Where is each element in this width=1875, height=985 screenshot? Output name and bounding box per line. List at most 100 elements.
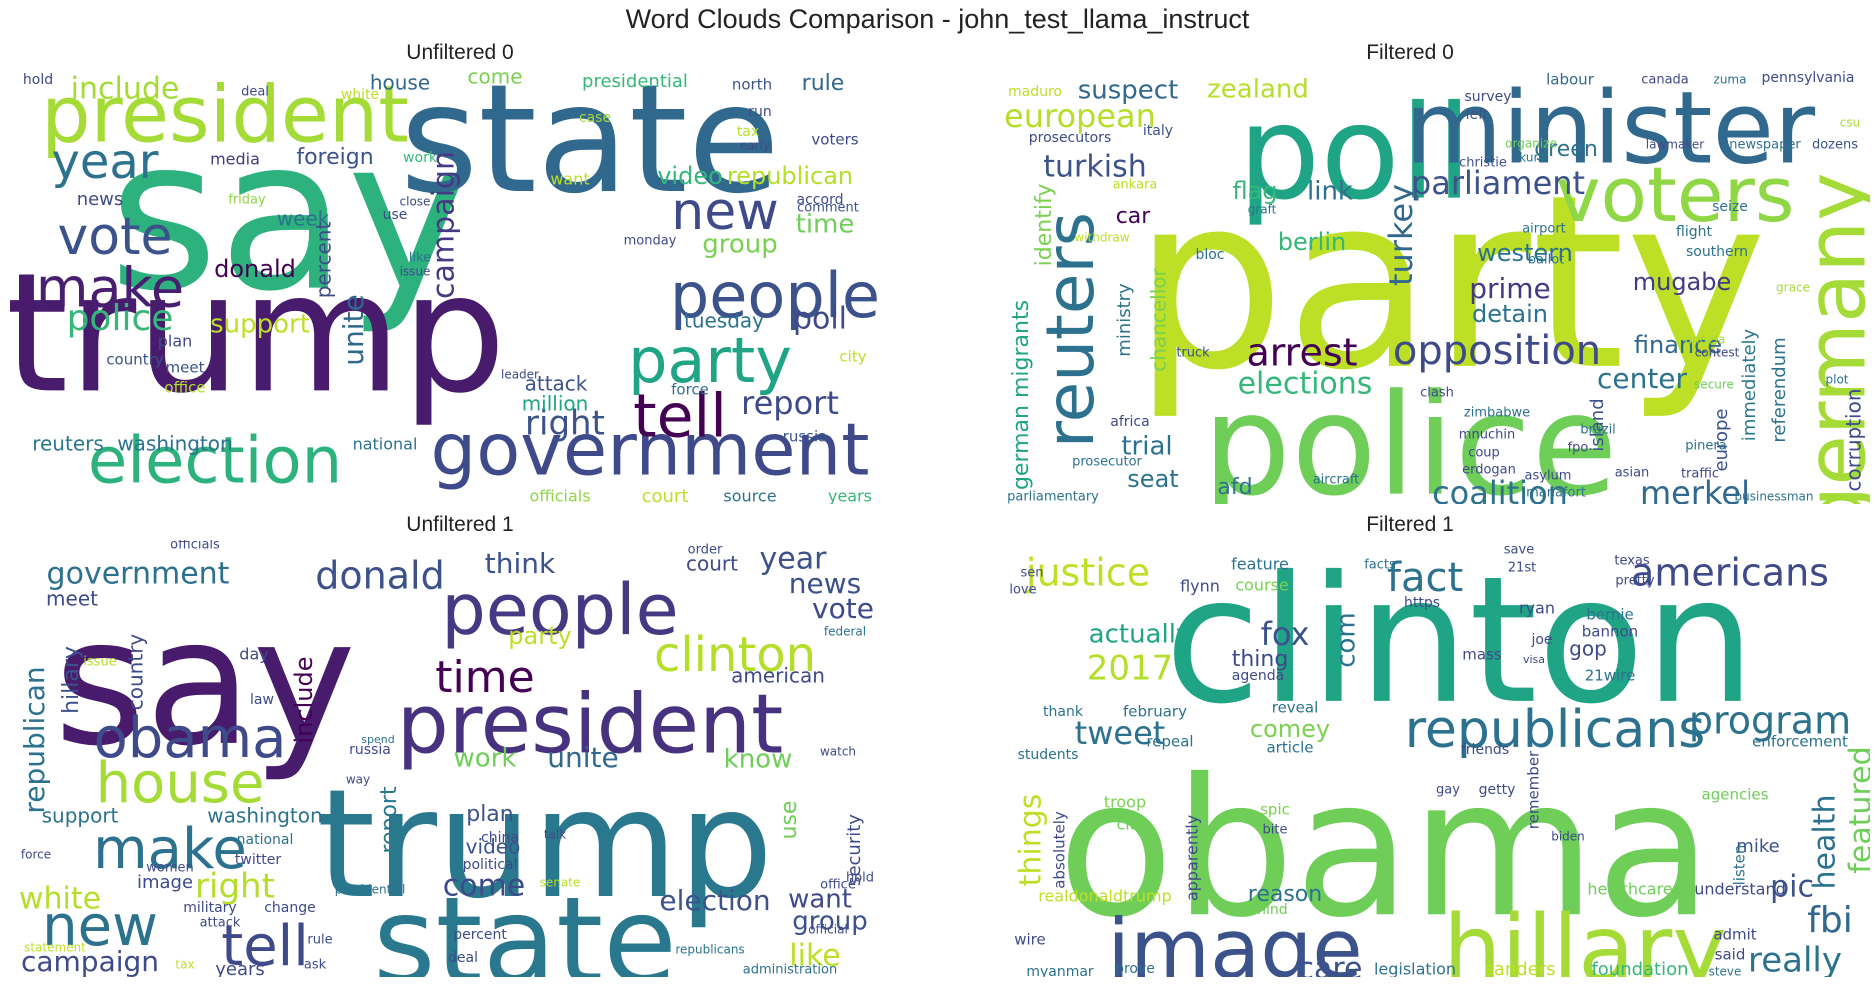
word-prosecutors: prosecutors (1029, 130, 1111, 146)
word-force: force (671, 381, 709, 399)
word-zimbabwe: zimbabwe (1464, 406, 1530, 421)
word-justice: justice (1025, 551, 1150, 595)
word-friends: friends (1461, 742, 1509, 758)
word-federal: federal (824, 625, 866, 639)
word-new: new (671, 182, 778, 242)
word-order: order (688, 543, 723, 558)
word-tax: tax (737, 124, 759, 140)
word-come: come (443, 869, 526, 904)
word-zuma: zuma (1714, 73, 1747, 87)
word-voters: voters (1556, 150, 1795, 239)
word-dozens: dozens (1812, 138, 1858, 153)
word-want: want (788, 885, 852, 915)
word-contest: contest (1695, 346, 1740, 360)
word-gay: gay (1436, 783, 1460, 798)
word-include: include (290, 657, 318, 744)
word-identify: identify (1032, 184, 1057, 267)
word-hold: hold (846, 871, 874, 886)
word-poll: poll (793, 302, 847, 337)
word-news: news (77, 189, 124, 210)
word-mnuchin: mnuchin (1459, 428, 1515, 443)
word-presidential: presidential (582, 71, 688, 92)
word-day: day (239, 645, 268, 664)
word-national: national (237, 832, 294, 848)
word-sen: sen (1020, 566, 1043, 581)
word-grace: grace (1776, 281, 1810, 295)
word-cia: cia (1116, 815, 1139, 834)
word-comey: comey (1250, 715, 1330, 743)
word-obama: obama (94, 706, 287, 771)
word-percent: percent (453, 927, 507, 943)
word-deal: deal (241, 85, 269, 100)
word-people: people (670, 259, 880, 332)
word-pennsylvania: pennsylvania (1762, 70, 1855, 86)
word-wire: wire (1014, 931, 1046, 949)
word-work: work (454, 744, 517, 774)
word-year: year (51, 134, 158, 190)
word-joe: joe (1530, 632, 1552, 648)
word-court: court (642, 486, 689, 507)
word-years: years (215, 959, 265, 980)
word-talk: talk (544, 828, 566, 842)
word-love: love (1009, 583, 1036, 598)
word-media: media (210, 150, 260, 169)
word-reuters: reuters (32, 432, 104, 456)
word-coup: coup (1468, 446, 1500, 461)
word-ankara: ankara (1113, 178, 1158, 193)
word-western: western (1477, 239, 1573, 267)
word-country: country (124, 634, 148, 711)
word-link: link (1307, 177, 1353, 207)
word-airport: airport (1522, 222, 1566, 237)
word-accord: accord (797, 192, 844, 208)
word-africa: africa (1110, 414, 1149, 430)
word-understand: understand (1694, 880, 1786, 899)
word-police: police (67, 298, 174, 339)
word-visa: visa (1523, 653, 1545, 666)
word-tell: tell (221, 914, 309, 979)
word-close: close (400, 195, 431, 209)
word-make: make (36, 257, 184, 320)
word-mind: mind (1252, 902, 1287, 918)
word-detain: detain (1472, 300, 1548, 328)
word-merkel: merkel (1640, 474, 1750, 512)
word-course: course (1235, 576, 1288, 595)
word-american: american (731, 664, 825, 688)
word-germany: germany (1789, 172, 1875, 537)
word-actually: actually (1089, 620, 1192, 650)
word-leader: leader (501, 368, 539, 382)
word-finance: finance (1634, 331, 1722, 359)
word-asian: asian (1615, 466, 1650, 481)
word-labour: labour (1546, 71, 1595, 89)
word-healthcare: healthcare (1587, 880, 1672, 899)
word-foreign: foreign (296, 145, 373, 170)
word-way: way (346, 773, 370, 787)
panel-title-filtered-1: Filtered 1 (1366, 513, 1454, 536)
word-said: said (1715, 946, 1746, 964)
word-european: european (1004, 97, 1156, 135)
word-use: use (383, 207, 408, 223)
word-friday: friday (228, 193, 266, 208)
word-president: president (397, 677, 784, 772)
word-facts: facts (1364, 558, 1396, 573)
word-agenda: agenda (1232, 668, 1284, 684)
word-texas: texas (1614, 554, 1650, 569)
word-include: include (71, 72, 180, 107)
word-suspect: suspect (1078, 76, 1179, 106)
word-chancellor: chancellor (1147, 267, 1171, 371)
word-gop: gop (1569, 637, 1607, 661)
word-prime: prime (1469, 272, 1551, 305)
word-republican: republican (18, 666, 51, 813)
word-right: right (525, 404, 605, 444)
word-vote: vote (58, 207, 173, 267)
word-realdonaldtrump: realdonaldtrump (1038, 887, 1172, 906)
word-poll: poll (1238, 77, 1472, 229)
word-legislation: legislation (1374, 960, 1456, 979)
word-aircraft: aircraft (1313, 473, 1360, 488)
word-source: source (723, 487, 776, 506)
word-fpo: fpo (1568, 441, 1589, 456)
word-officials: officials (170, 538, 220, 553)
word-city: city (839, 348, 866, 366)
word-corruption: corruption (1842, 388, 1866, 491)
word-prove: prove (1115, 961, 1155, 977)
